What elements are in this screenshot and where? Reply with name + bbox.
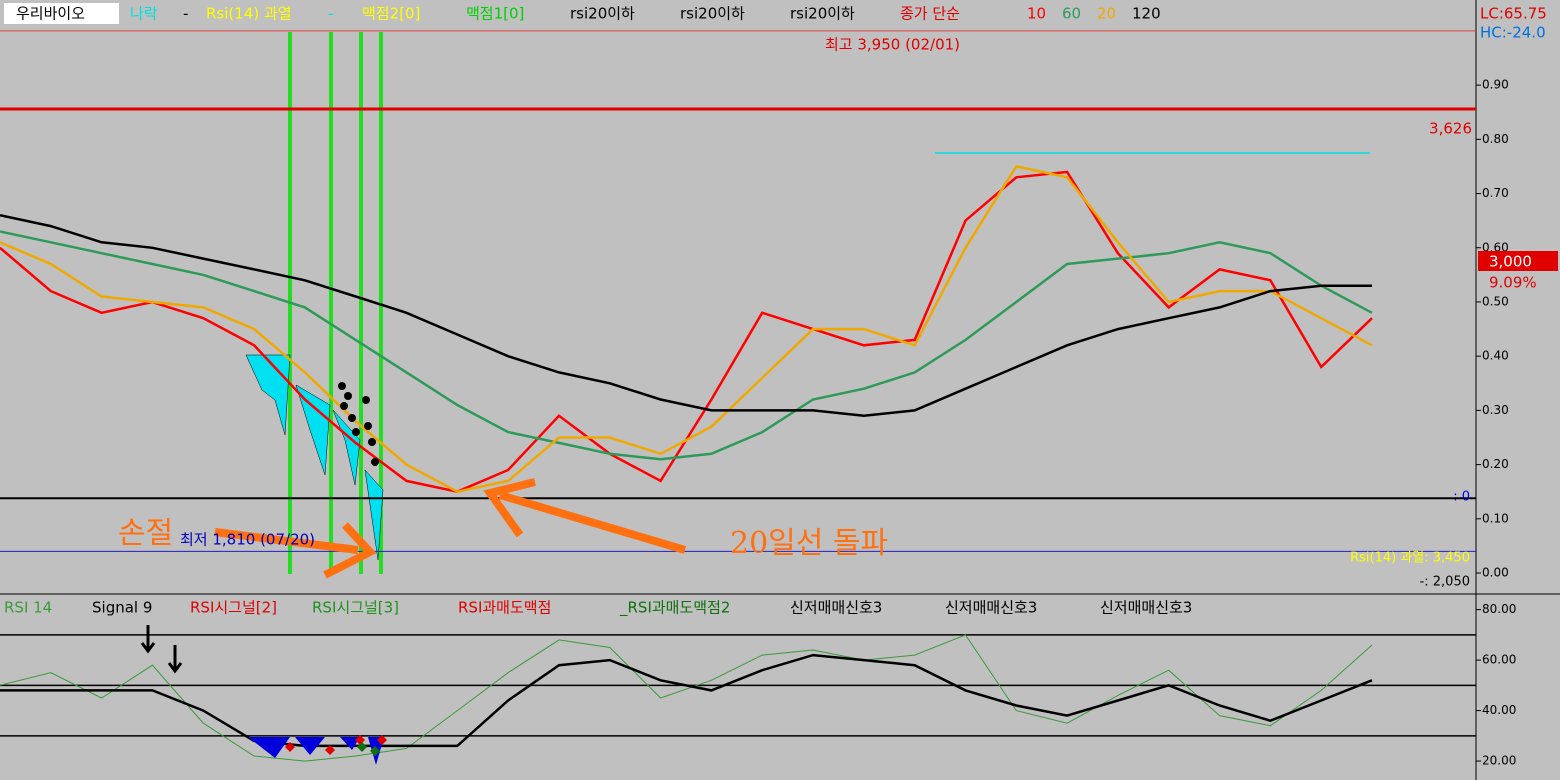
- y-tick-label: 0.50: [1482, 294, 1509, 308]
- annotation: : 0: [1453, 490, 1470, 505]
- red-marks: [285, 735, 387, 755]
- annotation: LC:65.75: [1480, 5, 1547, 23]
- y-tick-label: 0.60: [1482, 240, 1509, 254]
- legend-entry: 60: [1062, 5, 1081, 23]
- oversold-fill: [245, 354, 384, 561]
- legend: 나락: [130, 5, 158, 23]
- legend: RSI시그널[2]: [190, 599, 277, 617]
- y-tick-label: 60.00: [1482, 653, 1516, 667]
- legend: 종가 단순: [900, 5, 960, 23]
- legend: 우리바이오: [16, 5, 85, 23]
- legend: RSI과매도맥점: [458, 599, 551, 617]
- series-line: [0, 653, 1373, 748]
- series-line: [0, 164, 1373, 494]
- legend: _RSI과매도맥점2: [619, 599, 730, 618]
- annotation: 3,000: [1489, 253, 1532, 271]
- annotation: -: 2,050: [1420, 575, 1470, 590]
- legend: rsi20이하: [570, 5, 635, 23]
- markers: [140, 382, 687, 765]
- price-panel: 0.00 0.10 0.20 0.30 0.40 0.50 0.60 0.70 0.80 0.90…: [0, 5, 1509, 580]
- symbol-box: [4, 3, 119, 24]
- y-tick-label: 0.80: [1482, 132, 1509, 146]
- y-tick-label: 0.10: [1482, 511, 1509, 525]
- legend: RSI시그널[3]: [312, 599, 399, 617]
- annotation: 9.09%: [1489, 274, 1537, 292]
- y-tick-label: 80.00: [1482, 602, 1516, 616]
- legend: Rsi(14) 과열: [206, 5, 292, 23]
- green-marks: [357, 742, 380, 756]
- legend: rsi20이하: [680, 5, 745, 23]
- y-tick-label: 0.30: [1482, 403, 1509, 417]
- y-tick-label: 0.90: [1482, 78, 1509, 92]
- dot: [371, 458, 379, 466]
- legend: -: [328, 5, 333, 23]
- y-tick-label: 0.70: [1482, 186, 1509, 200]
- arrows: [140, 625, 183, 674]
- annotation: Rsi(14) 과열: 3,450: [1350, 551, 1470, 566]
- dot: [352, 428, 360, 436]
- annotation: 3,626: [1429, 120, 1472, 138]
- y-tick-label: 40.00: [1482, 703, 1516, 717]
- dot: [348, 414, 356, 422]
- y-tick-label: 0.40: [1482, 349, 1509, 363]
- legend-entry: 10: [1027, 5, 1046, 23]
- legend: rsi20이하: [790, 5, 855, 23]
- dot: [344, 392, 352, 400]
- legend: 맥점1[0]: [466, 5, 524, 23]
- arrow: [498, 491, 687, 554]
- legend-entry: 20: [1097, 5, 1116, 23]
- dot: [364, 422, 372, 430]
- annotation: HC:-24.0: [1480, 24, 1546, 42]
- legend: 신저매매신호3: [790, 599, 882, 617]
- dot: [340, 402, 348, 410]
- legend-entry: RSI 14: [4, 599, 52, 617]
- legend: -: [183, 5, 188, 23]
- series-line: [0, 230, 1373, 461]
- dot: [368, 438, 376, 446]
- arrow-head: [323, 522, 377, 579]
- rsi-panel: 20.00 40.00 60.00 80.00 RSI 14 Signal 9: [0, 599, 1516, 768]
- y-tick-label: 0.20: [1482, 457, 1509, 471]
- dot: [362, 396, 370, 404]
- y-tick-label: 20.00: [1482, 754, 1516, 768]
- series-line: [0, 634, 1373, 762]
- annotation: 최저 1,810 (07/20): [180, 531, 315, 549]
- legend-entry: 120: [1132, 5, 1161, 23]
- annotation: 최고 3,950 (02/01): [825, 36, 960, 54]
- legend: 신저매매신호3: [945, 599, 1037, 617]
- arrow: [214, 528, 359, 554]
- price-box: [1478, 251, 1558, 271]
- oversold-marks: [248, 737, 384, 765]
- legend: 신저매매신호3: [1100, 599, 1192, 617]
- labels: 우리바이오 나락 - Rsi(14) 과열 - 맥점2[0] 맥점1[0] rs…: [4, 3, 1558, 618]
- legend-entry: Signal 9: [92, 599, 152, 617]
- dot: [338, 382, 346, 390]
- arrow-head: [483, 478, 536, 538]
- legend: 맥점2[0]: [362, 5, 420, 23]
- y-tick-label: 0.00: [1482, 566, 1509, 580]
- annotation: 손절: [118, 516, 173, 551]
- annotation: 20일선 돌파: [730, 526, 888, 561]
- series-line: [0, 213, 1372, 418]
